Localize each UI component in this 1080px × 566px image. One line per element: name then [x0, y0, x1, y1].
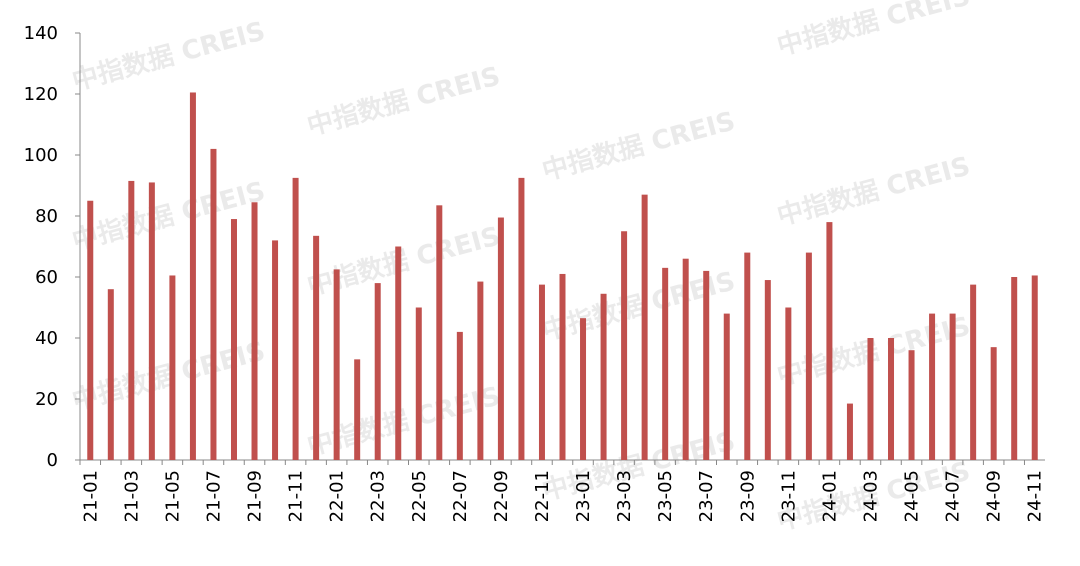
- bar: [272, 240, 279, 460]
- bar: [456, 331, 463, 460]
- x-tick-label: 22-01: [327, 470, 348, 522]
- watermark: 中指数据 CREIS: [69, 176, 268, 256]
- y-tick-label: 0: [47, 450, 58, 471]
- bar: [395, 246, 402, 460]
- x-tick-label: 21-05: [162, 470, 183, 522]
- x-tick-label: 24-01: [819, 470, 840, 522]
- bar: [436, 205, 443, 460]
- bar: [415, 307, 422, 460]
- x-tick-label: 24-07: [943, 470, 964, 522]
- bar: [908, 350, 915, 460]
- x-tick-label: 21-01: [80, 470, 101, 522]
- watermark: 中指数据 CREIS: [774, 0, 973, 62]
- x-tick-label: 24-05: [902, 470, 923, 522]
- bar: [662, 267, 669, 460]
- bar: [764, 280, 771, 460]
- x-tick-label: 23-01: [573, 470, 594, 522]
- bar: [641, 194, 648, 460]
- bar: [374, 283, 381, 460]
- y-tick-label: 20: [35, 389, 58, 410]
- bar: [929, 313, 936, 460]
- x-tick-label: 23-05: [655, 470, 676, 522]
- bar: [497, 217, 504, 460]
- x-tick-label: 21-11: [286, 470, 307, 522]
- watermark: 中指数据 CREIS: [774, 311, 973, 391]
- bar: [826, 222, 833, 460]
- x-tick-label: 24-03: [860, 470, 881, 522]
- watermark: 中指数据 CREIS: [69, 16, 268, 96]
- bar: [1011, 277, 1018, 460]
- watermark: 中指数据 CREIS: [774, 151, 973, 231]
- x-tick-label: 22-07: [450, 470, 471, 522]
- bar: [107, 289, 114, 460]
- bar: [333, 269, 340, 460]
- bar: [313, 235, 320, 460]
- bar: [477, 281, 484, 460]
- x-tick-label: 21-07: [203, 470, 224, 522]
- bar: [128, 180, 135, 461]
- bar: [970, 284, 977, 460]
- bar: [723, 313, 730, 460]
- bar: [210, 148, 217, 460]
- x-tick-label: 21-03: [121, 470, 142, 522]
- bar: [189, 92, 196, 460]
- bar: [518, 177, 525, 460]
- bar: [292, 177, 299, 460]
- bar: [559, 273, 566, 460]
- x-tick-label: 23-07: [696, 470, 717, 522]
- bar: [805, 252, 812, 460]
- watermark: 中指数据 CREIS: [539, 106, 738, 186]
- watermark: 中指数据 CREIS: [304, 61, 503, 141]
- bar: [846, 403, 853, 460]
- bar: [867, 338, 874, 460]
- x-tick-label: 23-11: [778, 470, 799, 522]
- bar: [600, 293, 607, 460]
- bar: [682, 258, 689, 460]
- bar: [87, 200, 94, 460]
- y-tick-label: 100: [24, 145, 58, 166]
- x-tick-label: 22-03: [368, 470, 389, 522]
- x-tick-label: 22-11: [532, 470, 553, 522]
- bar: [785, 307, 792, 460]
- bar: [251, 202, 258, 460]
- bar: [888, 338, 895, 460]
- watermark: 中指数据 CREIS: [69, 336, 268, 416]
- bar: [1031, 275, 1038, 460]
- x-tick-label: 21-09: [245, 470, 266, 522]
- bar: [354, 359, 361, 460]
- x-tick-label: 22-09: [491, 470, 512, 522]
- bar: [148, 182, 155, 460]
- bar: [230, 219, 237, 460]
- bar: [538, 284, 545, 460]
- x-tick-label: 22-05: [409, 470, 430, 522]
- bar: [580, 318, 587, 460]
- x-tick-label: 23-09: [737, 470, 758, 522]
- x-tick-label: 24-09: [984, 470, 1005, 522]
- x-tick-label: 24-11: [1025, 470, 1046, 522]
- bar: [169, 275, 176, 460]
- bar: [949, 313, 956, 460]
- bar: [703, 270, 710, 460]
- bar: [621, 231, 628, 460]
- y-tick-label: 40: [35, 328, 58, 349]
- bar: [990, 347, 997, 460]
- y-tick-label: 120: [24, 84, 58, 105]
- y-tick-label: 80: [35, 206, 58, 227]
- y-tick-label: 140: [24, 23, 58, 44]
- bar: [744, 252, 751, 460]
- x-tick-label: 23-03: [614, 470, 635, 522]
- y-tick-label: 60: [35, 267, 58, 288]
